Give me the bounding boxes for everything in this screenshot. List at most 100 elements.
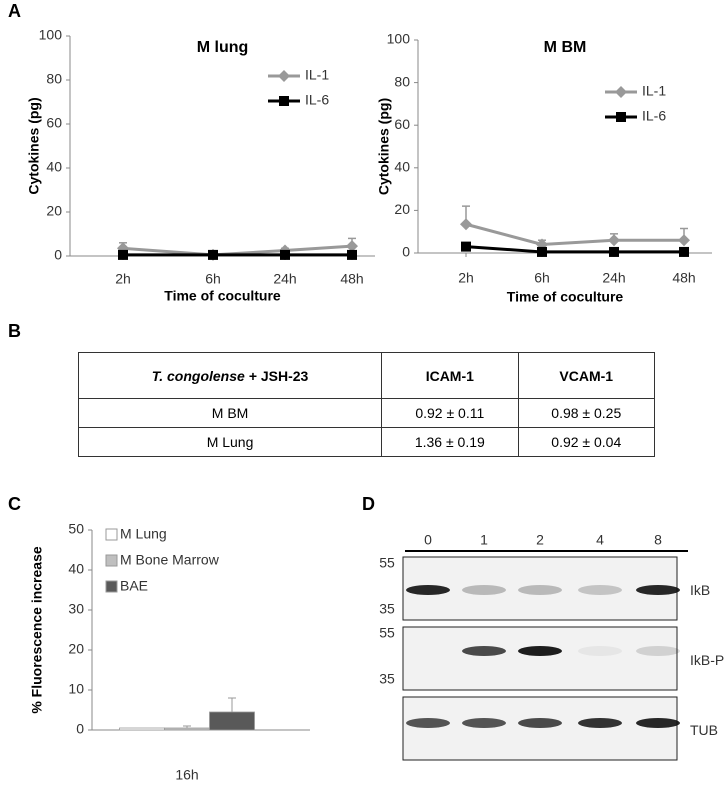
header-text: + JSH-23 [248,367,309,384]
x-tick-label: 48h [672,270,695,286]
point-marker [616,112,626,122]
blot-band [518,646,562,656]
y-tick-label: 0 [76,721,84,737]
blot-band [462,718,506,728]
point-marker [461,241,471,252]
point-marker [679,246,689,257]
blot-panel [402,696,678,761]
point-marker [460,218,472,231]
legend-label: IL-6 [642,108,666,124]
y-axis-label: Cytokines (pg) [376,98,392,195]
bar [164,727,210,731]
legend-label: M Lung [120,526,167,542]
header-cell: T. congolense + JSH-23 [77,352,383,399]
blot-label: TUB [690,722,718,738]
legend-label: M Bone Marrow [120,552,220,568]
x-tick-label: 16h [175,767,198,783]
legend-swatch [105,580,118,593]
y-axis-label: Cytokines (pg) [26,97,42,194]
table-row: M Lung 1.36 ± 0.19 0.92 ± 0.04 [77,427,656,457]
point-marker [608,234,620,247]
point-marker [678,234,690,247]
results-table: T. congolense + JSH-23 ICAM-1 VCAM-1 M BM… [77,352,656,457]
y-tick-label: 60 [394,116,410,132]
series-line [122,244,353,257]
lane-label: 2 [536,532,544,548]
blot-label: IkB-P [690,652,724,668]
y-tick-label: 100 [387,31,411,47]
blot-band [406,718,450,728]
chart-title: M BM [544,39,587,56]
legend-label: IL-1 [305,67,329,83]
size-marker: 35 [379,601,395,617]
legend-label: IL-1 [642,83,666,99]
y-axis-label: % Fluorescence increase [29,546,45,714]
x-tick-label: 2h [458,270,474,286]
bar [119,727,165,731]
blot-band [578,646,622,656]
x-tick-label: 24h [273,271,296,287]
table-cell: M BM [77,398,383,428]
point-marker [208,249,218,260]
table-cell: 0.98 ± 0.25 [517,398,656,428]
x-tick-label: 24h [602,270,625,286]
x-tick-label: 48h [340,271,363,287]
table-cell: 0.92 ± 0.11 [381,398,519,428]
y-tick-label: 80 [46,71,62,87]
point-marker [346,240,358,253]
series-line [465,222,684,246]
point-marker [118,249,128,260]
blot-band [518,585,562,595]
y-tick-label: 40 [394,159,410,175]
blot-band [518,718,562,728]
y-tick-label: 20 [394,201,410,217]
y-tick-label: 30 [68,601,84,617]
blot-band [636,585,680,595]
y-tick-label: 40 [46,159,62,175]
table-cell: M Lung [77,427,383,457]
table-header: T. congolense + JSH-23 ICAM-1 VCAM-1 [77,352,656,399]
x-tick-label: 6h [534,270,550,286]
lane-label: 8 [654,532,662,548]
y-tick-label: 0 [54,247,62,263]
bar [209,711,255,731]
y-tick-label: 10 [68,681,84,697]
point-marker [347,249,357,260]
y-tick-label: 80 [394,73,410,89]
x-tick-label: 2h [115,271,131,287]
legend-label: BAE [120,578,148,594]
blot-band [578,718,622,728]
blot-band [636,646,680,656]
y-tick-label: 40 [68,561,84,577]
blot-band [406,585,450,595]
y-tick-label: 0 [402,244,410,260]
panel-label: B [8,321,21,341]
series-line [465,245,684,254]
panel-label: C [8,494,21,514]
y-tick-label: 50 [68,521,84,537]
lane-label: 1 [480,532,488,548]
size-marker: 55 [379,625,395,641]
x-axis-label: Time of coculture [507,289,624,305]
point-marker [279,96,289,106]
point-marker [615,86,627,98]
x-tick-label: 6h [205,271,221,287]
table-row: M BM 0.92 ± 0.11 0.98 ± 0.25 [77,398,656,428]
header-cell: VCAM-1 [517,352,656,399]
blot-band [636,718,680,728]
chart-title: M lung [197,39,249,56]
point-marker [278,70,290,82]
header-cell: ICAM-1 [381,352,519,399]
table-cell: 0.92 ± 0.04 [517,427,656,457]
table-cell: 1.36 ± 0.19 [381,427,519,457]
size-marker: 55 [379,555,395,571]
size-marker: 35 [379,671,395,687]
blot-band [462,585,506,595]
blot-label: IkB [690,582,710,598]
legend-swatch [105,554,118,567]
point-marker [537,246,547,257]
blot-band [462,646,506,656]
legend-label: IL-6 [305,92,329,108]
